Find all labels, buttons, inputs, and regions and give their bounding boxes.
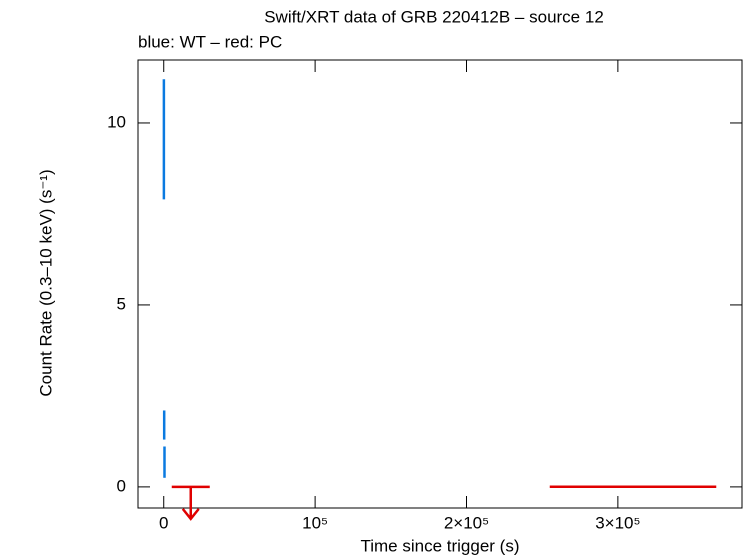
chart-subtitle: blue: WT – red: PC — [138, 32, 282, 51]
plot-frame — [137, 59, 743, 509]
x-axis-label: Time since trigger (s) — [360, 536, 519, 555]
data-point — [171, 485, 210, 521]
upper-limit-arrow — [181, 486, 200, 521]
chart-title: Swift/XRT data of GRB 220412B – source 1… — [264, 7, 604, 26]
x-tick-label: 0 — [159, 513, 168, 532]
x-tick-label: 10⁵ — [302, 513, 328, 532]
y-tick-label: 10 — [107, 112, 126, 131]
x-tick-label: 2×10⁵ — [444, 513, 489, 532]
y-tick-label: 0 — [117, 476, 126, 495]
y-axis-label: Count Rate (0.3–10 keV) (s⁻¹) — [36, 169, 55, 396]
y-tick-label: 5 — [117, 294, 126, 313]
x-tick-label: 3×10⁵ — [595, 513, 640, 532]
